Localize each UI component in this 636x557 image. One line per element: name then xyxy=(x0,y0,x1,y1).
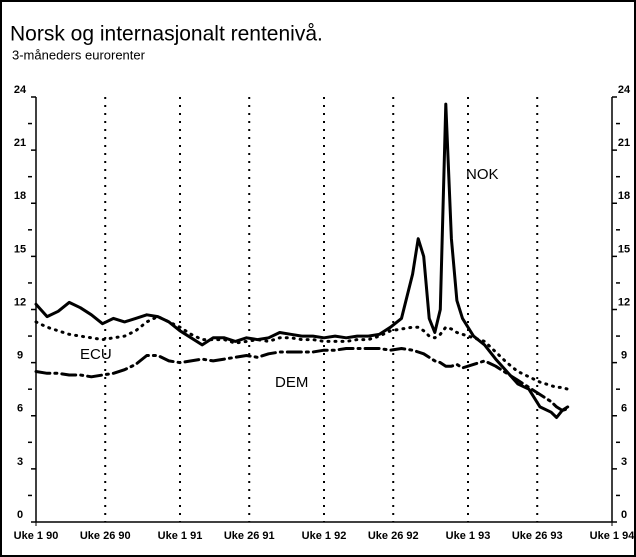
series-line xyxy=(34,347,570,412)
annotation: NOK xyxy=(466,166,499,183)
y-tick-label: 12 xyxy=(14,296,26,308)
y-tick-label: 24 xyxy=(14,84,27,96)
y-tick-label: 9 xyxy=(17,350,23,362)
y-tick-label: 0 xyxy=(17,509,23,521)
x-tick-label: Uke 26 90 xyxy=(80,530,131,542)
y-tick-label-right: 3 xyxy=(621,456,627,468)
x-tick-label: Uke 26 91 xyxy=(224,530,275,542)
y-tick-label-right: 9 xyxy=(621,350,627,362)
y-tick-label: 15 xyxy=(14,243,26,255)
series-line xyxy=(34,102,570,419)
x-tick-label: Uke 26 93 xyxy=(512,530,563,542)
series-line xyxy=(34,315,570,391)
y-tick-label: 18 xyxy=(14,190,26,202)
x-tick-label: Uke 1 92 xyxy=(302,530,347,542)
y-tick-label-right: 15 xyxy=(618,243,630,255)
x-tick-label: Uke 26 92 xyxy=(368,530,419,542)
x-tick-label: Uke 1 91 xyxy=(158,530,203,542)
y-tick-label-right: 24 xyxy=(618,84,631,96)
y-tick-label-right: 6 xyxy=(621,403,627,415)
x-tick-label: Uke 1 94 xyxy=(590,530,636,542)
annotation: ECU xyxy=(80,346,112,363)
y-tick-label-right: 21 xyxy=(618,137,630,149)
y-tick-label-right: 0 xyxy=(621,509,627,521)
y-tick-label: 6 xyxy=(17,403,23,415)
y-tick-label: 21 xyxy=(14,137,26,149)
annotation: DEM xyxy=(275,374,308,391)
x-tick-label: Uke 1 90 xyxy=(14,530,59,542)
y-tick-label-right: 12 xyxy=(618,296,630,308)
chart-subtitle: 3-måneders eurorenter xyxy=(12,47,146,62)
y-tick-label: 3 xyxy=(17,456,23,468)
x-tick-label: Uke 1 93 xyxy=(446,530,491,542)
y-tick-label-right: 18 xyxy=(618,190,630,202)
chart-title: Norsk og internasjonalt rentenivå. xyxy=(10,23,323,46)
